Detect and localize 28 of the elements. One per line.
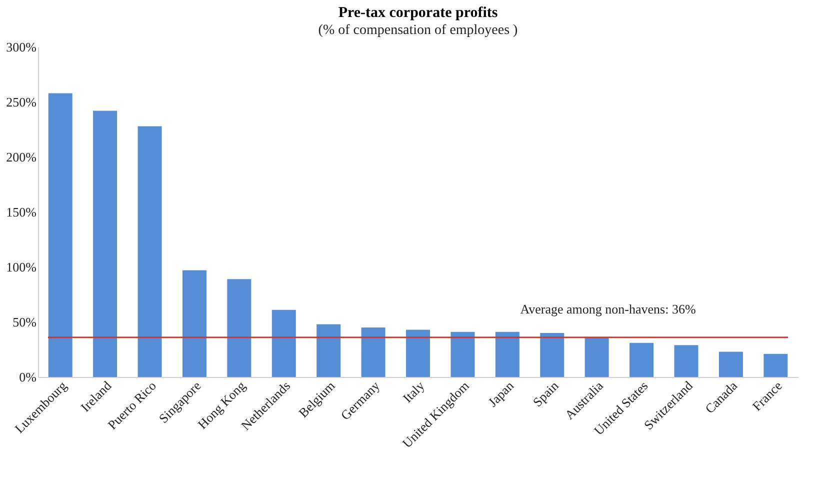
bar — [495, 332, 520, 377]
chart-subtitle: (% of compensation of employees ) — [318, 23, 518, 38]
y-tick-label: 0% — [19, 370, 37, 384]
bar — [272, 310, 296, 377]
y-tick-label: 250% — [6, 94, 37, 110]
bar — [227, 279, 252, 377]
bar — [718, 352, 743, 377]
y-tick-label: 50% — [12, 314, 37, 330]
bar — [138, 126, 162, 377]
bar — [584, 337, 609, 377]
x-tick-label: Italy — [400, 378, 428, 406]
bar — [630, 342, 654, 377]
bar — [674, 345, 698, 377]
chart-title: Pre-tax corporate profits — [338, 5, 498, 21]
y-tick-label: 150% — [6, 204, 37, 220]
y-tick-label: 300% — [6, 40, 37, 54]
bar — [316, 324, 341, 377]
bar — [450, 332, 475, 377]
y-tick-label: 200% — [6, 150, 37, 164]
bar — [48, 93, 72, 377]
y-tick-label: 100% — [6, 260, 37, 274]
bar — [406, 330, 430, 377]
bar — [764, 354, 788, 377]
ref-line-label: Average among non-havens: 36% — [520, 301, 696, 316]
bar — [182, 270, 206, 377]
bar — [540, 333, 564, 377]
bar — [93, 110, 118, 377]
bar — [361, 328, 386, 377]
